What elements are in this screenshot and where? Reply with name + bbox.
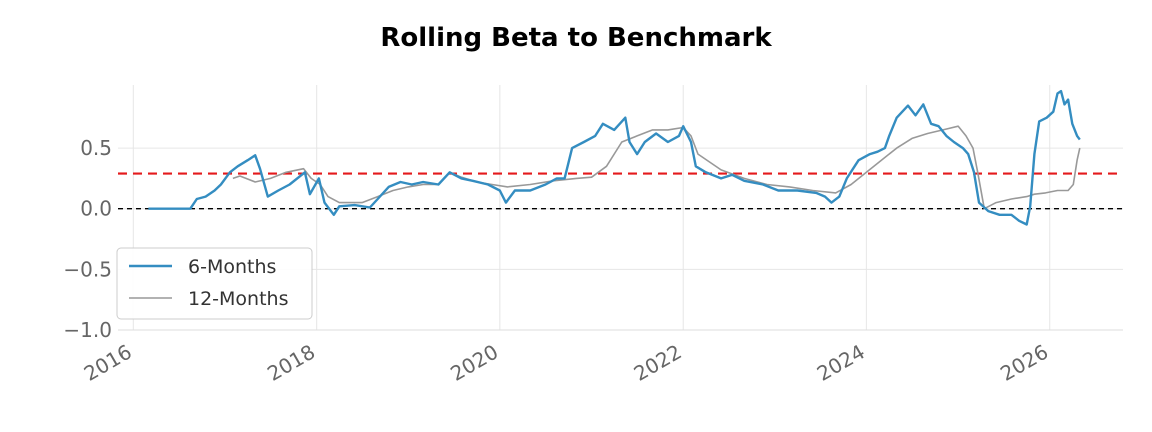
x-tick-label: 2020 — [446, 340, 502, 386]
legend-label-6-months: 6-Months — [188, 256, 276, 278]
x-tick-label: 2016 — [80, 340, 136, 386]
x-tick-label: 2026 — [996, 340, 1052, 386]
reference-lines — [118, 172, 1123, 210]
series-line-6-months — [148, 89, 1081, 226]
y-tick-label: −1.0 — [63, 318, 112, 342]
chart-title: Rolling Beta to Benchmark — [380, 23, 772, 53]
plot-area: 0.5 0.0 −0.5 −1.0 2016 2018 2020 2022 2024 2026 — [63, 85, 1123, 386]
x-tick-label: 2022 — [630, 340, 686, 386]
x-tick-label: 2018 — [263, 340, 319, 386]
legend: 6-Months 12-Months — [116, 247, 313, 320]
y-tick-label: 0.5 — [80, 136, 112, 160]
y-tick-label: −0.5 — [63, 257, 112, 281]
series-lines — [148, 89, 1081, 226]
y-tick-label: 0.0 — [80, 197, 112, 221]
legend-label-12-months: 12-Months — [188, 288, 288, 310]
x-tick-labels: 2016 2018 2020 2022 2024 2026 — [80, 340, 1053, 386]
x-tick-label: 2024 — [813, 340, 869, 386]
y-tick-labels: 0.5 0.0 −0.5 −1.0 — [63, 136, 112, 342]
